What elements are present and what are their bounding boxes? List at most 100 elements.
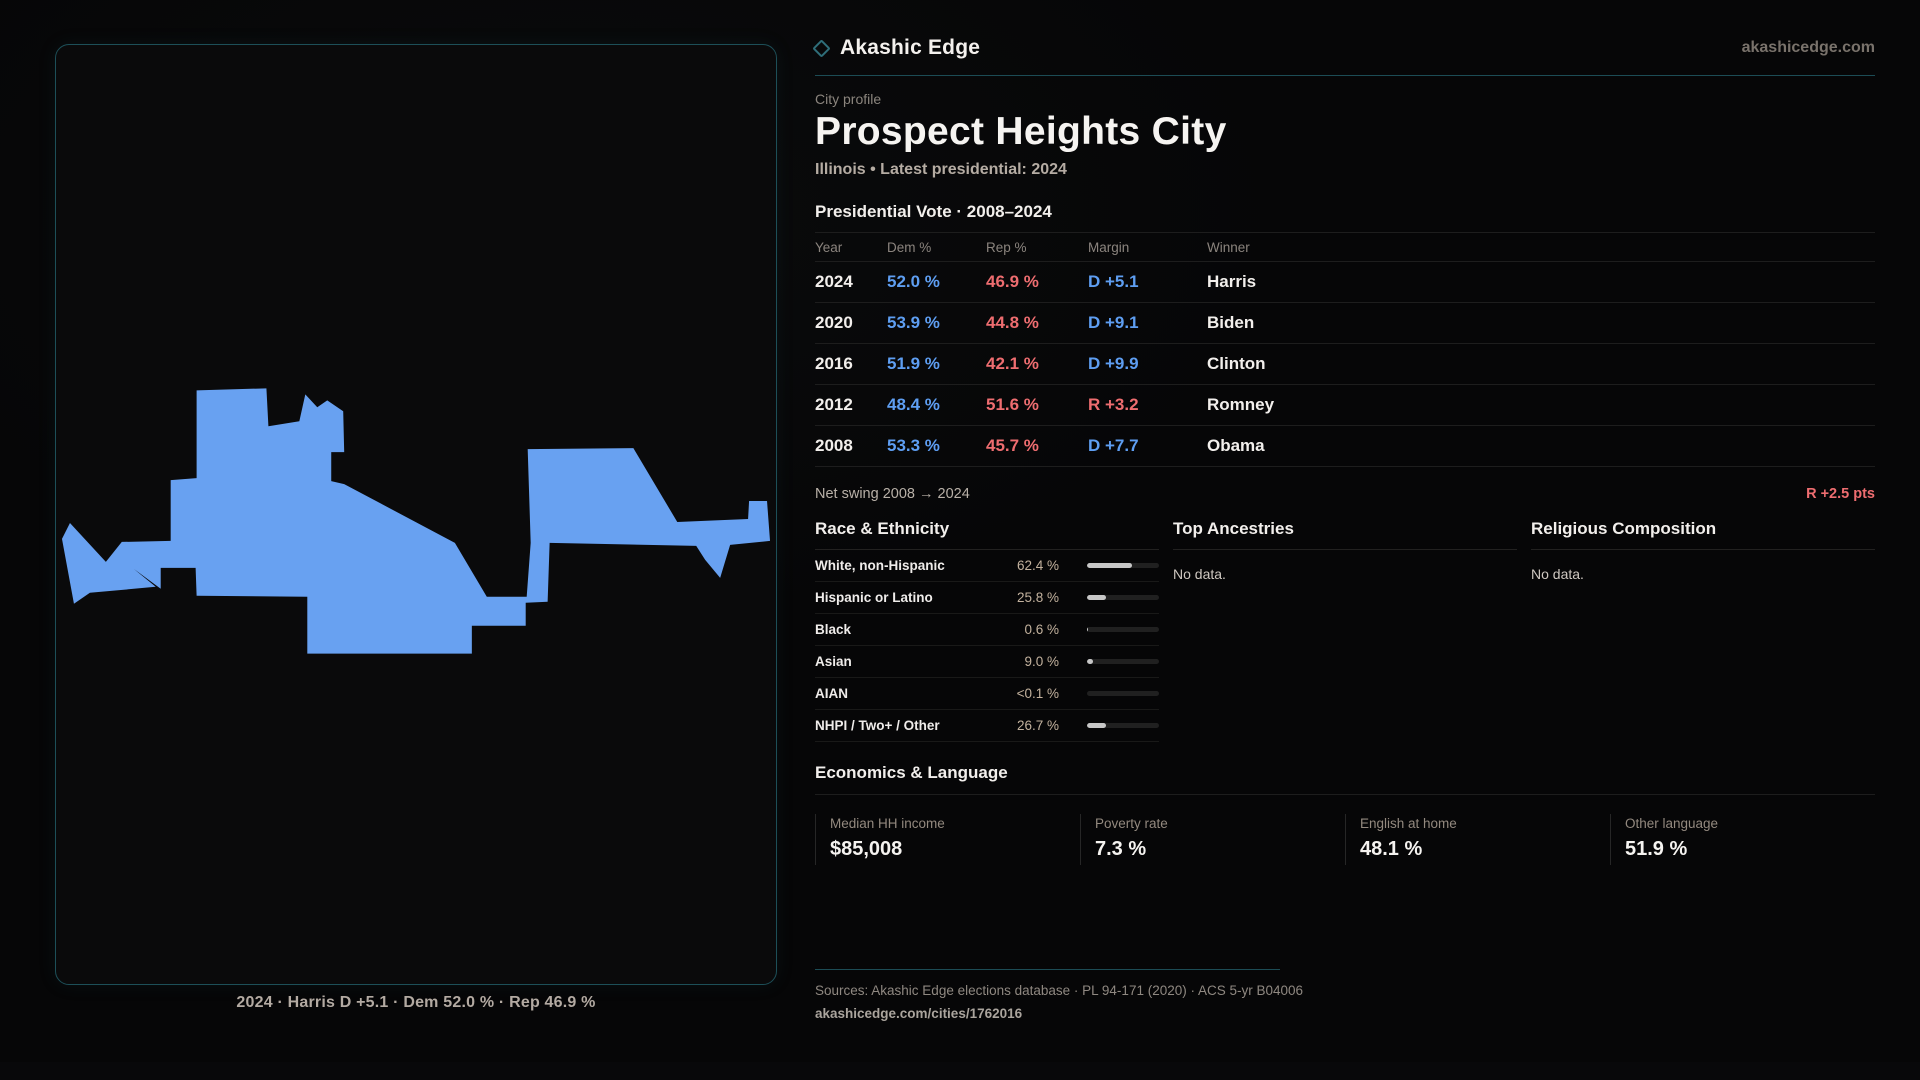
economics-divider bbox=[815, 794, 1875, 795]
race-value: <0.1 % bbox=[1016, 686, 1059, 701]
col-header-dem: Dem % bbox=[887, 239, 932, 255]
stat-value: 7.3 % bbox=[1095, 838, 1147, 860]
city-boundary-polygon bbox=[61, 388, 771, 654]
stat-card: Poverty rate 7.3 % bbox=[1080, 814, 1345, 865]
winner-cell: Clinton bbox=[1207, 354, 1266, 373]
ancestries-column: Top Ancestries No data. bbox=[1173, 519, 1517, 742]
race-value: 25.8 % bbox=[1016, 590, 1059, 605]
race-label: Asian bbox=[815, 654, 852, 669]
dem-cell: 53.3 % bbox=[887, 436, 940, 455]
brand: Akashic Edge bbox=[812, 36, 980, 60]
year-cell: 2016 bbox=[815, 354, 853, 373]
economics-section-title: Economics & Language bbox=[815, 763, 1008, 782]
table-row: 2008 53.3 % 45.7 % D +7.7 Obama bbox=[815, 426, 1875, 467]
stat-label: English at home bbox=[1360, 816, 1457, 831]
race-row: Asian 9.0 % bbox=[815, 646, 1159, 678]
race-label: Black bbox=[815, 622, 852, 637]
winner-cell: Harris bbox=[1207, 272, 1257, 291]
dem-cell: 53.9 % bbox=[887, 313, 940, 332]
margin-cell: R +3.2 bbox=[1088, 395, 1139, 414]
col-header-year: Year bbox=[815, 239, 843, 255]
race-label: White, non-Hispanic bbox=[815, 558, 945, 573]
dem-cell: 51.9 % bbox=[887, 354, 940, 373]
race-value: 0.6 % bbox=[1024, 622, 1059, 637]
race-value: 62.4 % bbox=[1016, 558, 1059, 573]
vote-table: Year Dem % Rep % Margin Winner 2024 52.0… bbox=[815, 232, 1875, 467]
race-row: White, non-Hispanic 62.4 % bbox=[815, 550, 1159, 582]
stat-card: English at home 48.1 % bbox=[1345, 814, 1610, 865]
diamond-logo-icon bbox=[812, 38, 831, 58]
year-cell: 2024 bbox=[815, 272, 853, 291]
winner-cell: Biden bbox=[1207, 313, 1255, 332]
ancestries-empty-state: No data. bbox=[1173, 566, 1226, 582]
profile-panel: Akashic Edge akashicedge.com City profil… bbox=[812, 0, 1875, 1023]
race-ethnicity-column: Race & Ethnicity White, non-Hispanic 62.… bbox=[815, 519, 1159, 742]
religion-column: Religious Composition No data. bbox=[1531, 519, 1875, 742]
race-row: Black 0.6 % bbox=[815, 614, 1159, 646]
col-header-margin: Margin bbox=[1088, 239, 1130, 255]
race-bar bbox=[1087, 627, 1159, 632]
vote-table-header: Year Dem % Rep % Margin Winner bbox=[815, 233, 1875, 261]
race-label: NHPI / Two+ / Other bbox=[815, 718, 940, 733]
col-header-rep: Rep % bbox=[986, 239, 1027, 255]
stat-label: Other language bbox=[1625, 816, 1719, 831]
stat-value: 51.9 % bbox=[1625, 838, 1688, 860]
race-label: Hispanic or Latino bbox=[815, 590, 933, 605]
vote-table-title: Presidential Vote · 2008–2024 bbox=[815, 202, 1052, 221]
page-title: Prospect Heights City bbox=[815, 110, 1227, 153]
rep-cell: 42.1 % bbox=[986, 354, 1039, 373]
race-bar bbox=[1087, 563, 1159, 568]
dem-cell: 52.0 % bbox=[887, 272, 940, 291]
race-row: Hispanic or Latino 25.8 % bbox=[815, 582, 1159, 614]
rep-cell: 44.8 % bbox=[986, 313, 1039, 332]
year-cell: 2020 bbox=[815, 313, 853, 332]
stat-card: Median HH income $85,008 bbox=[815, 814, 1080, 865]
margin-cell: D +9.1 bbox=[1088, 313, 1139, 332]
race-value: 26.7 % bbox=[1016, 718, 1059, 733]
demographics-section: Race & Ethnicity White, non-Hispanic 62.… bbox=[815, 519, 1875, 742]
footer-divider bbox=[815, 969, 1280, 970]
religion-section-title: Religious Composition bbox=[1531, 519, 1875, 550]
header: Akashic Edge akashicedge.com bbox=[812, 0, 1875, 60]
year-cell: 2012 bbox=[815, 395, 853, 414]
stat-value: 48.1 % bbox=[1360, 838, 1423, 860]
stat-label: Poverty rate bbox=[1095, 816, 1168, 831]
race-bar bbox=[1087, 595, 1159, 600]
eyebrow-label: City profile bbox=[815, 91, 882, 107]
race-label: AIAN bbox=[815, 686, 848, 701]
religion-empty-state: No data. bbox=[1531, 566, 1584, 582]
table-row: 2024 52.0 % 46.9 % D +5.1 Harris bbox=[815, 262, 1875, 303]
table-row: 2012 48.4 % 51.6 % R +3.2 Romney bbox=[815, 385, 1875, 426]
stat-value: $85,008 bbox=[830, 838, 903, 860]
winner-cell: Obama bbox=[1207, 436, 1265, 455]
footer: Sources: Akashic Edge elections database… bbox=[815, 969, 1875, 1023]
table-row: 2020 53.9 % 44.8 % D +9.1 Biden bbox=[815, 303, 1875, 344]
city-map-panel bbox=[55, 44, 777, 985]
ancestries-section-title: Top Ancestries bbox=[1173, 519, 1517, 550]
stat-card: Other language 51.9 % bbox=[1610, 814, 1875, 865]
net-swing-label: Net swing 2008 → 2024 bbox=[815, 486, 970, 502]
page-subtitle: Illinois • Latest presidential: 2024 bbox=[815, 161, 1067, 178]
rep-cell: 51.6 % bbox=[986, 395, 1039, 414]
permalink[interactable]: akashicedge.com/cities/1762016 bbox=[815, 1006, 1023, 1021]
table-divider bbox=[815, 232, 1875, 233]
city-boundary-map bbox=[61, 388, 771, 654]
net-swing-row: Net swing 2008 → 2024 R +2.5 pts bbox=[815, 486, 1875, 502]
margin-cell: D +7.7 bbox=[1088, 436, 1139, 455]
table-row: 2016 51.9 % 42.1 % D +9.9 Clinton bbox=[815, 344, 1875, 385]
sources-line: Sources: Akashic Edge elections database… bbox=[815, 983, 1304, 998]
race-row: AIAN <0.1 % bbox=[815, 678, 1159, 710]
dem-cell: 48.4 % bbox=[887, 395, 940, 414]
map-caption: 2024 · Harris D +5.1 · Dem 52.0 % · Rep … bbox=[236, 994, 596, 1011]
col-header-winner: Winner bbox=[1207, 239, 1250, 255]
year-cell: 2008 bbox=[815, 436, 853, 455]
margin-cell: D +5.1 bbox=[1088, 272, 1139, 291]
race-value: 9.0 % bbox=[1024, 654, 1059, 669]
bottom-strip bbox=[0, 1062, 1920, 1080]
net-swing-value: R +2.5 pts bbox=[1806, 486, 1875, 502]
race-bar bbox=[1087, 659, 1159, 664]
race-row: NHPI / Two+ / Other 26.7 % bbox=[815, 710, 1159, 742]
site-domain-link[interactable]: akashicedge.com bbox=[1741, 39, 1875, 56]
stat-label: Median HH income bbox=[830, 816, 945, 831]
race-bar bbox=[1087, 723, 1159, 728]
